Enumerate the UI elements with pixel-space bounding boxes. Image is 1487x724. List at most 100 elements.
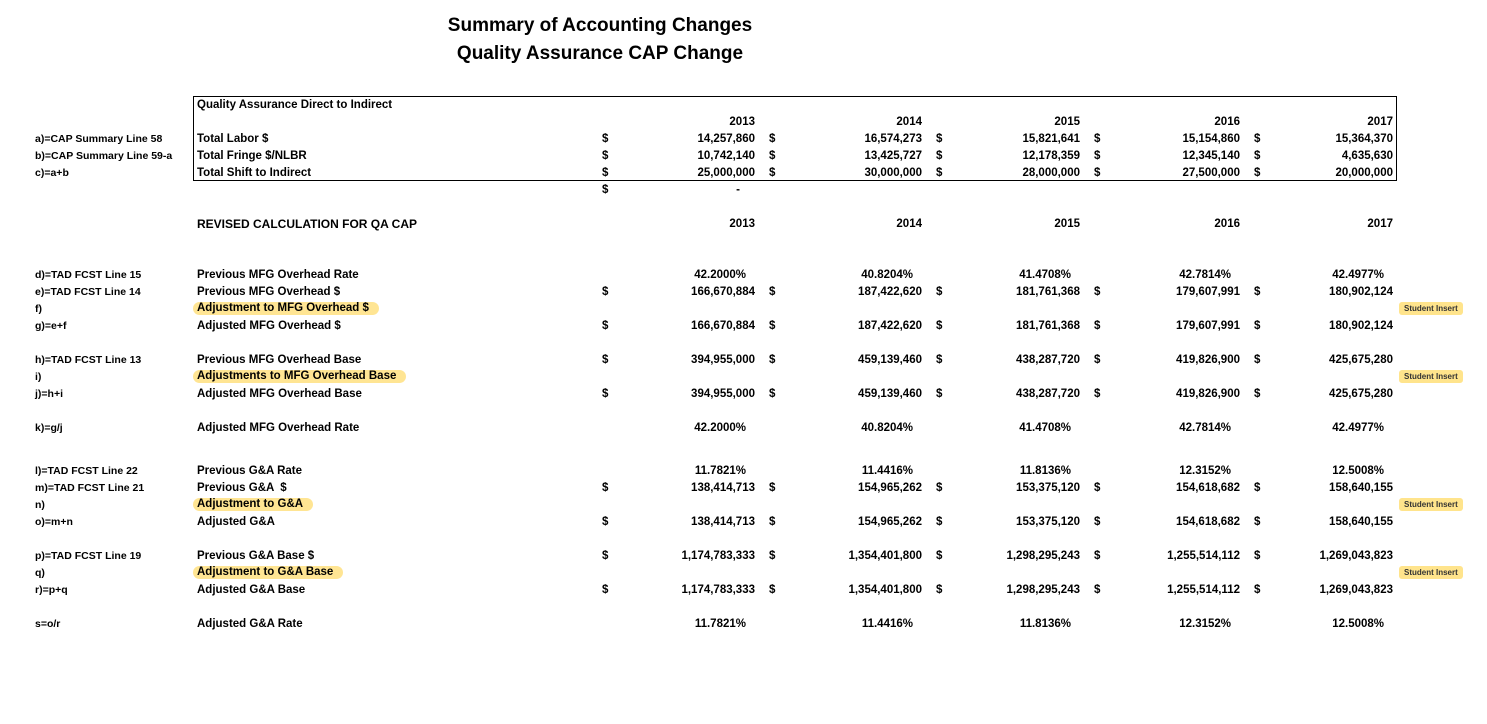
currency-symbol: $ — [936, 583, 943, 596]
currency-symbol: $ — [936, 515, 943, 528]
table-row: e)=TAD FCST Line 14 Previous MFG Overhea… — [0, 283, 1487, 300]
currency-symbol: $ — [936, 387, 943, 400]
currency-symbol: $ — [602, 515, 609, 528]
table-row: l)=TAD FCST Line 22 Previous G&A Rate 11… — [0, 462, 1487, 479]
cell-2016: $179,607,991 — [1094, 319, 1240, 332]
spacer — [0, 232, 1487, 266]
cell-2015: 11.8136% — [1019, 617, 1071, 630]
qa-direct-to-indirect-table: Quality Assurance Direct to Indirect 201… — [0, 96, 1487, 181]
table-row: n) Adjustment to G&A Student Insert — [0, 496, 1487, 513]
row-code: s=o/r — [35, 617, 61, 630]
cell-2013: $14,257,860 — [602, 132, 755, 145]
student-insert-badge: Student Insert — [1399, 566, 1463, 579]
cell-2015: $438,287,720 — [936, 387, 1080, 400]
student-insert-slot: Student Insert — [1395, 302, 1487, 315]
table-row: b)=CAP Summary Line 59-a Total Fringe $/… — [0, 147, 1487, 164]
currency-symbol: $ — [936, 549, 943, 562]
year-header-2013: 2013 — [729, 115, 755, 128]
currency-symbol: $ — [602, 481, 609, 494]
year-header-2013: 2013 — [729, 217, 755, 230]
table-row: a)=CAP Summary Line 58 Total Labor $ $14… — [0, 130, 1487, 147]
table-title-label: Quality Assurance Direct to Indirect — [197, 98, 393, 111]
row-label: Previous MFG Overhead Base — [197, 353, 362, 366]
row-code: p)=TAD FCST Line 19 — [35, 549, 142, 562]
cell-2013: $166,670,884 — [602, 285, 755, 298]
cell-2016: 12.3152% — [1179, 617, 1231, 630]
table-row: h)=TAD FCST Line 13 Previous MFG Overhea… — [0, 351, 1487, 368]
currency-symbol: $ — [1254, 387, 1261, 400]
currency-symbol: $ — [1094, 583, 1101, 596]
currency-symbol: $ — [1254, 132, 1261, 145]
cell-2014: 40.8204% — [861, 421, 913, 434]
table-row: p)=TAD FCST Line 19 Previous G&A Base $ … — [0, 547, 1487, 564]
table-row: o)=m+n Adjusted G&A $138,414,713 $154,96… — [0, 513, 1487, 530]
row-code: c)=a+b — [35, 166, 69, 179]
currency-symbol: $ — [769, 583, 776, 596]
currency-symbol: $ — [602, 285, 609, 298]
revised-section-title: REVISED CALCULATION FOR QA CAP — [197, 216, 418, 231]
row-label: Previous G&A Rate — [197, 464, 303, 477]
spacer — [0, 436, 1487, 462]
cell-2017: $158,640,155 — [1254, 481, 1393, 494]
cell-2013: $1,174,783,333 — [602, 583, 755, 596]
currency-symbol: $ — [769, 387, 776, 400]
check-row: $ - — [0, 181, 1487, 198]
cell-2015: 11.8136% — [1019, 464, 1071, 477]
cell-2017: $1,269,043,823 — [1254, 583, 1393, 596]
row-label: Adjusted MFG Overhead $ — [197, 319, 341, 332]
cell-2016: $419,826,900 — [1094, 353, 1240, 366]
currency-symbol: $ — [602, 319, 609, 332]
cell-2015: $181,761,368 — [936, 285, 1080, 298]
currency-symbol: $ — [602, 183, 609, 196]
cell-2013: $394,955,000 — [602, 353, 755, 366]
title-line-1: Summary of Accounting Changes — [447, 15, 753, 36]
cell-2016: $419,826,900 — [1094, 387, 1240, 400]
currency-symbol: $ — [1094, 387, 1101, 400]
cell-2014: 11.4416% — [861, 464, 913, 477]
currency-symbol: $ — [936, 132, 943, 145]
cell-2014: $187,422,620 — [769, 319, 922, 332]
currency-symbol: $ — [1094, 132, 1101, 145]
table-row: d)=TAD FCST Line 15 Previous MFG Overhea… — [0, 266, 1487, 283]
currency-symbol: $ — [1094, 353, 1101, 366]
student-insert-slot: Student Insert — [1395, 566, 1487, 579]
title-line-2: Quality Assurance CAP Change — [456, 43, 744, 64]
currency-symbol: $ — [1254, 166, 1261, 179]
row-code: j)=h+i — [35, 387, 64, 400]
spacer — [0, 598, 1487, 615]
cell-2017: $425,675,280 — [1254, 353, 1393, 366]
cell-2017: 42.4977% — [1332, 421, 1384, 434]
cell-2014: $459,139,460 — [769, 387, 922, 400]
row-label: Previous MFG Overhead Rate — [197, 268, 359, 281]
cell-2015: $1,298,295,243 — [936, 549, 1080, 562]
check-cell: $ - — [600, 184, 757, 196]
currency-symbol: $ — [769, 285, 776, 298]
currency-symbol: $ — [936, 481, 943, 494]
currency-symbol: $ — [1094, 515, 1101, 528]
row-label: Previous MFG Overhead $ — [197, 285, 341, 298]
table-row: j)=h+i Adjusted MFG Overhead Base $394,9… — [0, 385, 1487, 402]
currency-symbol: $ — [769, 481, 776, 494]
currency-symbol: $ — [936, 285, 943, 298]
currency-symbol: $ — [1094, 285, 1101, 298]
table-row: k)=g/j Adjusted MFG Overhead Rate 42.200… — [0, 419, 1487, 436]
student-insert-badge: Student Insert — [1399, 302, 1463, 315]
student-insert-slot: Student Insert — [1395, 370, 1487, 383]
highlighted-adjustment-label: Adjustment to MFG Overhead $ — [193, 302, 379, 315]
student-insert-slot: Student Insert — [1395, 498, 1487, 511]
row-label: Previous G&A Base $ — [197, 549, 315, 562]
row-code: k)=g/j — [35, 421, 63, 434]
cell-2016: 42.7814% — [1179, 421, 1231, 434]
cell-2015: $153,375,120 — [936, 515, 1080, 528]
cell-2013: $166,670,884 — [602, 319, 755, 332]
cell-2015: 41.4708% — [1019, 268, 1071, 281]
row-label: Total Shift to Indirect — [197, 166, 312, 179]
cell-2013: $138,414,713 — [602, 481, 755, 494]
table-row: c)=a+b Total Shift to Indirect $25,000,0… — [0, 164, 1487, 181]
currency-symbol: $ — [769, 166, 776, 179]
row-label: Total Fringe $/NLBR — [197, 149, 307, 162]
year-header-2016: 2016 — [1214, 217, 1240, 230]
currency-symbol: $ — [769, 149, 776, 162]
student-insert-badge: Student Insert — [1399, 370, 1463, 383]
year-header-2016: 2016 — [1214, 115, 1240, 128]
